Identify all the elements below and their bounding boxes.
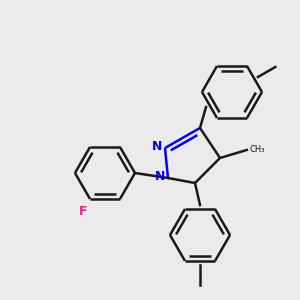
Text: CH₃: CH₃ bbox=[250, 146, 265, 154]
Text: F: F bbox=[79, 205, 87, 218]
Text: N: N bbox=[152, 140, 162, 152]
Text: N: N bbox=[155, 170, 165, 184]
